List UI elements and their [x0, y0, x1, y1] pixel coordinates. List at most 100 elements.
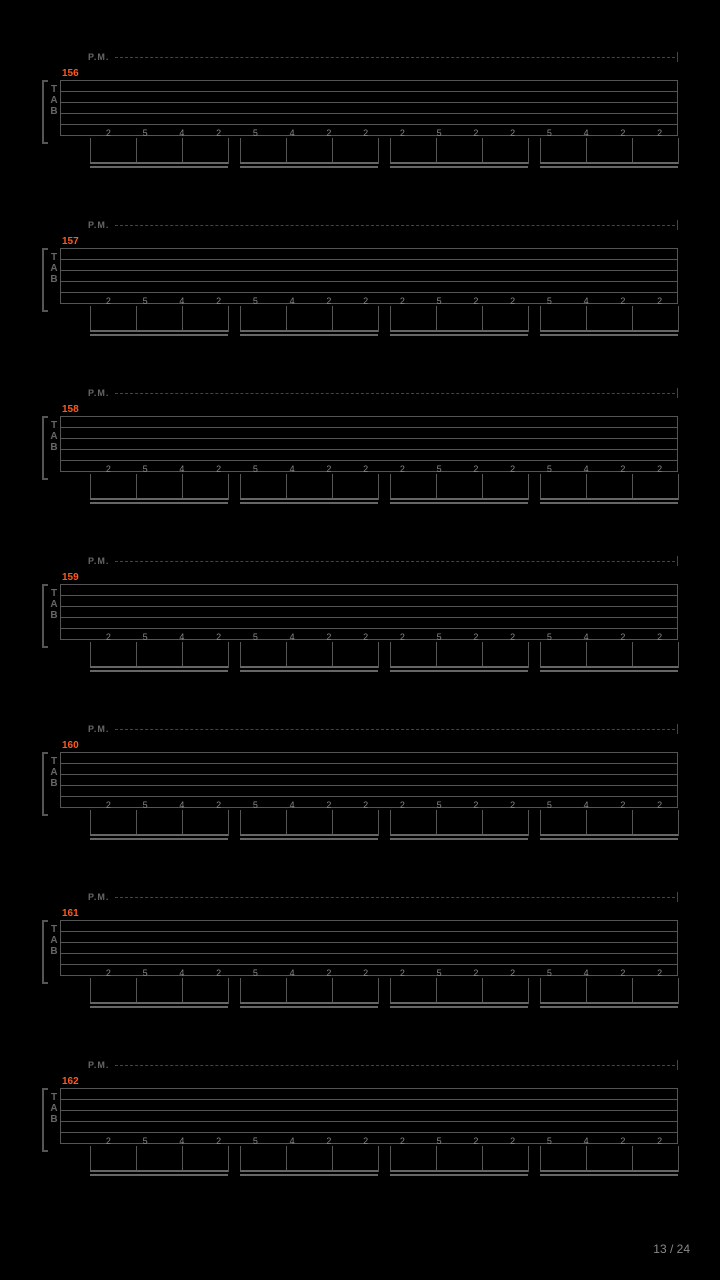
- note-stem: [436, 138, 437, 164]
- note-stem: [632, 474, 633, 500]
- beam-group: [540, 642, 678, 677]
- note-stem: [632, 978, 633, 1004]
- note-stem: [228, 138, 229, 164]
- staff-line: [60, 1099, 678, 1100]
- note-stem: [390, 306, 391, 332]
- note-stem: [390, 474, 391, 500]
- beam-primary: [90, 498, 228, 500]
- beam-primary: [540, 1170, 678, 1172]
- note-stem: [528, 138, 529, 164]
- note-stem: [678, 1146, 679, 1172]
- pm-dash-line: [115, 897, 675, 898]
- staff-line: [60, 102, 678, 103]
- barline-start: [60, 80, 61, 135]
- barline-start: [60, 248, 61, 303]
- note-stem: [182, 474, 183, 500]
- note-stem: [436, 810, 437, 836]
- note-stem: [390, 138, 391, 164]
- beam-secondary: [90, 1174, 228, 1176]
- barline-start: [60, 1088, 61, 1143]
- note-stem: [632, 1146, 633, 1172]
- note-stem: [390, 1146, 391, 1172]
- note-stem: [378, 138, 379, 164]
- staff-line: [60, 606, 678, 607]
- measure: P.M.157TAB2542542225225422: [30, 218, 690, 368]
- note-stem: [540, 1146, 541, 1172]
- staff-line: [60, 270, 678, 271]
- note-stem: [540, 642, 541, 668]
- note-stem: [436, 306, 437, 332]
- beam-secondary: [90, 166, 228, 168]
- beam-secondary: [390, 502, 528, 504]
- note-stem: [240, 1146, 241, 1172]
- note-stem: [90, 138, 91, 164]
- pm-label: P.M.: [88, 52, 109, 62]
- note-stem: [136, 306, 137, 332]
- palm-mute-indicator: P.M.: [88, 1058, 678, 1072]
- tab-clef-letter: B: [48, 1114, 60, 1125]
- note-stem: [436, 642, 437, 668]
- note-stem: [240, 138, 241, 164]
- beam-secondary: [90, 334, 228, 336]
- bar-number: 161: [62, 908, 79, 919]
- beam-primary: [390, 1170, 528, 1172]
- note-stem: [228, 474, 229, 500]
- beam-primary: [240, 330, 378, 332]
- staff-line: [60, 953, 678, 954]
- beams-row: [90, 978, 678, 1013]
- note-stem: [678, 474, 679, 500]
- note-stem: [436, 978, 437, 1004]
- note-stem: [332, 474, 333, 500]
- pm-end-tick: [677, 892, 678, 902]
- beam-primary: [240, 834, 378, 836]
- note-stem: [182, 138, 183, 164]
- tab-staff: [60, 584, 678, 639]
- staff-line: [60, 281, 678, 282]
- note-stem: [90, 978, 91, 1004]
- tab-page: P.M.156TAB2542542225225422P.M.157TAB2542…: [0, 0, 720, 1208]
- tab-clef: TAB: [48, 924, 60, 957]
- tab-clef-letter: B: [48, 946, 60, 957]
- beam-group: [90, 1146, 228, 1181]
- bar-number: 160: [62, 740, 79, 751]
- note-stem: [678, 810, 679, 836]
- beam-secondary: [540, 166, 678, 168]
- note-stem: [528, 978, 529, 1004]
- pm-end-tick: [677, 1060, 678, 1070]
- measure: P.M.158TAB2542542225225422: [30, 386, 690, 536]
- beam-primary: [90, 834, 228, 836]
- staff-line: [60, 460, 678, 461]
- beam-group: [390, 642, 528, 677]
- note-stem: [678, 978, 679, 1004]
- staff-line: [60, 416, 678, 417]
- tab-staff: [60, 752, 678, 807]
- beams-row: [90, 306, 678, 341]
- staff-line: [60, 438, 678, 439]
- tab-clef-letter: A: [48, 767, 60, 778]
- note-stem: [378, 474, 379, 500]
- palm-mute-indicator: P.M.: [88, 386, 678, 400]
- beam-primary: [90, 1002, 228, 1004]
- tab-clef-letter: B: [48, 106, 60, 117]
- staff-line: [60, 124, 678, 125]
- beam-secondary: [390, 670, 528, 672]
- staff-line: [60, 292, 678, 293]
- tab-clef-letter: A: [48, 263, 60, 274]
- beam-group: [90, 642, 228, 677]
- tab-clef: TAB: [48, 1092, 60, 1125]
- beams-row: [90, 1146, 678, 1181]
- tab-clef-letter: A: [48, 431, 60, 442]
- note-stem: [378, 810, 379, 836]
- barline-start: [60, 584, 61, 639]
- tab-clef-letter: B: [48, 610, 60, 621]
- staff-line: [60, 628, 678, 629]
- note-stem: [390, 810, 391, 836]
- staff-line: [60, 617, 678, 618]
- staff-line: [60, 427, 678, 428]
- note-stem: [482, 978, 483, 1004]
- note-stem: [540, 138, 541, 164]
- beam-secondary: [240, 838, 378, 840]
- beam-group: [240, 978, 378, 1013]
- note-stem: [586, 978, 587, 1004]
- tab-clef-letter: B: [48, 442, 60, 453]
